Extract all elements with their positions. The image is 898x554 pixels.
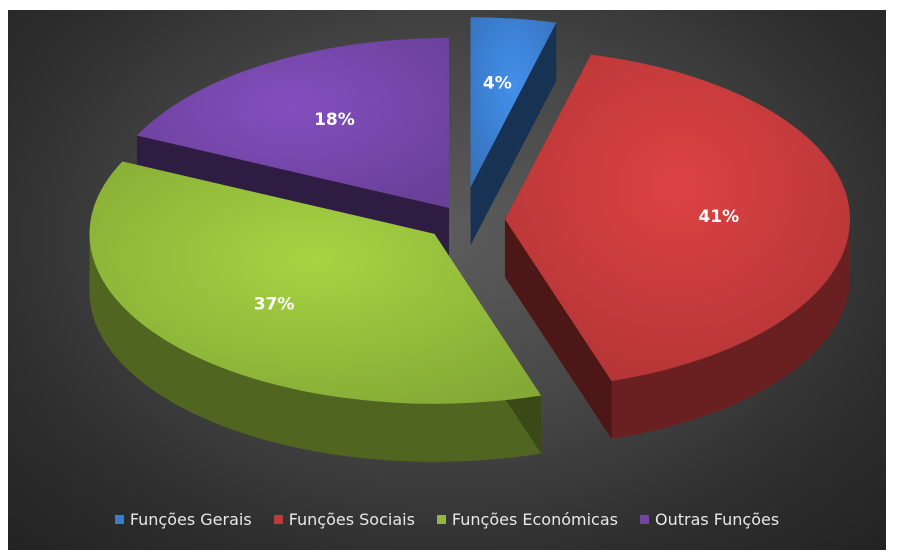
data-label-funcoes-gerais: 4% [483,74,512,94]
legend-swatch [639,515,649,524]
legend-item-funcoes-gerais: Funções Gerais [114,510,252,529]
legend-label: Funções Económicas [451,510,618,529]
legend-item-outras-funcoes: Outras Funções [639,510,780,529]
slice-top-funcoes-economicas [89,161,542,404]
data-labels: 4% 41% 37% 18% [254,74,739,315]
legend-swatch [436,515,446,524]
legend-label: Funções Gerais [129,510,252,529]
data-label-funcoes-sociais: 41% [698,207,739,227]
slice-top-outras-funcoes [136,37,450,208]
legend: Funções Gerais Funções Sociais Funções E… [8,510,886,529]
slice-tops [89,17,850,404]
slice-side-funcoes-sociais [611,219,850,439]
legend-label: Funções Sociais [288,510,415,529]
data-label-funcoes-economicas: 37% [254,295,295,315]
data-label-outras-funcoes: 18% [314,110,355,130]
slice-cut-funcoes-sociais-1 [504,219,612,439]
slice-side-funcoes-economicas [89,233,542,462]
slice-cut-funcoes-gerais-1 [470,22,557,246]
pie-chart: 4% 41% 37% 18% [89,17,850,462]
legend-item-funcoes-economicas: Funções Económicas [436,510,618,529]
legend-item-funcoes-sociais: Funções Sociais [273,510,415,529]
legend-swatch [273,515,283,524]
slice-top-funcoes-sociais [504,54,850,381]
chart-area: 4% 41% 37% 18% Funções Gerais Funções Socia… [8,10,886,550]
legend-swatch [114,515,124,524]
slice-top-funcoes-gerais [470,17,557,188]
legend-label: Outras Funções [654,510,780,529]
